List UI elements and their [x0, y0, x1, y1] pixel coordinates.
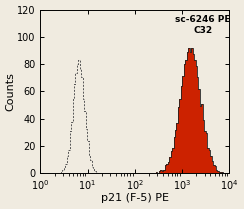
Text: C32: C32 [193, 26, 213, 35]
Y-axis label: Counts: Counts [6, 72, 16, 111]
X-axis label: p21 (F-5) PE: p21 (F-5) PE [101, 194, 169, 203]
Text: sc-6246 PE: sc-6246 PE [175, 15, 231, 24]
